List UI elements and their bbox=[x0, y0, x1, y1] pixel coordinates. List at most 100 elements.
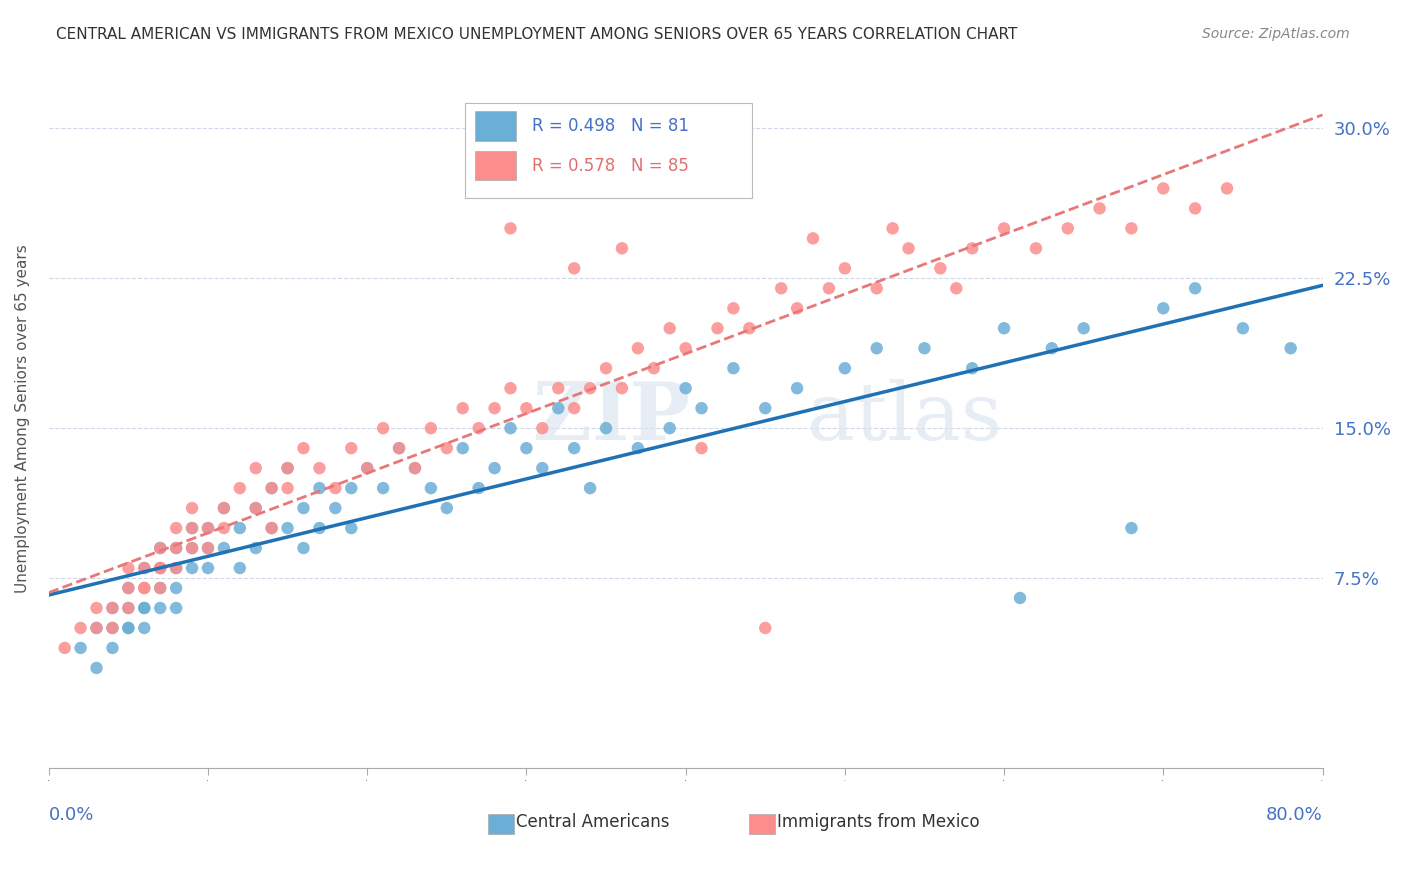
Point bbox=[404, 461, 426, 475]
Point bbox=[165, 581, 187, 595]
Point bbox=[101, 640, 124, 655]
Point bbox=[325, 481, 347, 495]
Point bbox=[69, 640, 91, 655]
Point bbox=[801, 231, 824, 245]
Point bbox=[579, 381, 602, 395]
Point bbox=[134, 601, 156, 615]
Point bbox=[627, 441, 650, 455]
Point bbox=[308, 521, 330, 535]
Point bbox=[786, 381, 808, 395]
Point bbox=[1152, 301, 1174, 316]
Text: ZIP: ZIP bbox=[533, 379, 690, 458]
Point bbox=[738, 321, 761, 335]
Point bbox=[181, 521, 204, 535]
Point bbox=[658, 421, 681, 435]
Point bbox=[499, 221, 522, 235]
Point bbox=[181, 561, 204, 575]
Point bbox=[277, 521, 299, 535]
Point bbox=[212, 541, 235, 555]
Point bbox=[1279, 341, 1302, 355]
Point bbox=[499, 381, 522, 395]
Point bbox=[1184, 281, 1206, 295]
Point bbox=[371, 421, 394, 435]
Point bbox=[914, 341, 936, 355]
Point bbox=[260, 521, 283, 535]
Point bbox=[245, 461, 267, 475]
Point bbox=[117, 601, 139, 615]
Point bbox=[547, 381, 569, 395]
Bar bbox=[475, 112, 516, 141]
Point bbox=[149, 561, 172, 575]
Point bbox=[308, 481, 330, 495]
Point bbox=[531, 461, 554, 475]
Point bbox=[101, 601, 124, 615]
Point bbox=[165, 601, 187, 615]
Point bbox=[197, 561, 219, 575]
Point bbox=[882, 221, 904, 235]
Point bbox=[929, 261, 952, 276]
Point bbox=[419, 481, 441, 495]
Point bbox=[531, 421, 554, 435]
Point bbox=[643, 361, 665, 376]
Point bbox=[404, 461, 426, 475]
Point bbox=[86, 661, 108, 675]
Point bbox=[86, 621, 108, 635]
Bar bbox=[475, 151, 516, 180]
Point bbox=[229, 561, 252, 575]
Bar bbox=[488, 814, 513, 833]
Point bbox=[562, 441, 585, 455]
Point bbox=[149, 541, 172, 555]
Point bbox=[149, 561, 172, 575]
Point bbox=[165, 561, 187, 575]
Point bbox=[1025, 241, 1047, 255]
Point bbox=[325, 501, 347, 516]
Point bbox=[1232, 321, 1254, 335]
Point bbox=[212, 501, 235, 516]
Point bbox=[149, 541, 172, 555]
Point bbox=[610, 241, 633, 255]
Point bbox=[371, 481, 394, 495]
Point bbox=[897, 241, 920, 255]
Text: Immigrants from Mexico: Immigrants from Mexico bbox=[778, 813, 980, 830]
Point bbox=[356, 461, 378, 475]
Point bbox=[245, 541, 267, 555]
Point bbox=[675, 381, 697, 395]
Point bbox=[610, 381, 633, 395]
Point bbox=[229, 481, 252, 495]
Point bbox=[818, 281, 841, 295]
Point bbox=[117, 581, 139, 595]
Point bbox=[149, 581, 172, 595]
Point bbox=[69, 621, 91, 635]
Point bbox=[484, 461, 506, 475]
Point bbox=[754, 621, 776, 635]
Point bbox=[134, 581, 156, 595]
Point bbox=[277, 461, 299, 475]
Point bbox=[1088, 202, 1111, 216]
Point bbox=[292, 441, 315, 455]
Point bbox=[484, 401, 506, 416]
Point bbox=[866, 281, 889, 295]
Point bbox=[499, 421, 522, 435]
Point bbox=[277, 481, 299, 495]
Point bbox=[1073, 321, 1095, 335]
Point bbox=[579, 481, 602, 495]
Point bbox=[1216, 181, 1239, 195]
Point bbox=[515, 401, 537, 416]
Point bbox=[149, 561, 172, 575]
Point bbox=[1121, 221, 1143, 235]
Point bbox=[436, 441, 458, 455]
Point bbox=[786, 301, 808, 316]
Point bbox=[165, 541, 187, 555]
Point bbox=[260, 481, 283, 495]
Point bbox=[960, 361, 983, 376]
Point bbox=[197, 521, 219, 535]
Text: R = 0.498   N = 81: R = 0.498 N = 81 bbox=[531, 117, 689, 135]
Point bbox=[165, 521, 187, 535]
Point bbox=[245, 501, 267, 516]
Point bbox=[723, 301, 745, 316]
Point bbox=[86, 621, 108, 635]
Point bbox=[134, 601, 156, 615]
Point bbox=[834, 361, 856, 376]
Point bbox=[117, 581, 139, 595]
Point bbox=[117, 621, 139, 635]
